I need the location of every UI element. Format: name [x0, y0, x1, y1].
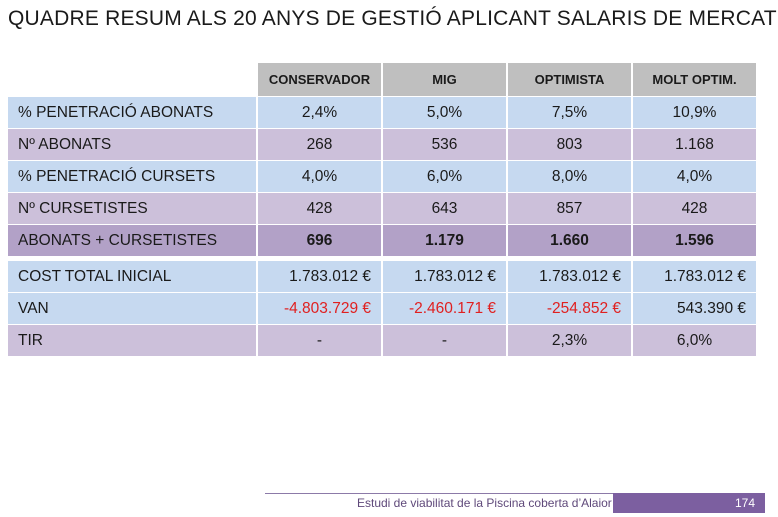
table-row: TIR - - 2,3% 6,0%: [8, 325, 756, 356]
spacer-row: [8, 257, 756, 260]
row-label: % PENETRACIÓ CURSETS: [8, 161, 256, 192]
row-label: % PENETRACIÓ ABONATS: [8, 97, 256, 128]
cell: 2,3%: [508, 325, 631, 356]
cell: 428: [258, 193, 381, 224]
column-header: CONSERVADOR: [258, 63, 381, 96]
table-row: Nº CURSETISTES 428 643 857 428: [8, 193, 756, 224]
cell: 803: [508, 129, 631, 160]
cell: 1.660: [508, 225, 631, 256]
table-row: % PENETRACIÓ ABONATS 2,4% 5,0% 7,5% 10,9…: [8, 97, 756, 128]
row-label: VAN: [8, 293, 256, 324]
cell: 1.179: [383, 225, 506, 256]
cell: 8,0%: [508, 161, 631, 192]
cell: 643: [383, 193, 506, 224]
table-row-total: ABONATS + CURSETISTES 696 1.179 1.660 1.…: [8, 225, 756, 256]
cell-negative: -254.852 €: [508, 293, 631, 324]
cell: 2,4%: [258, 97, 381, 128]
table-row: VAN -4.803.729 € -2.460.171 € -254.852 €…: [8, 293, 756, 324]
page-title: QUADRE RESUM ALS 20 ANYS DE GESTIÓ APLIC…: [8, 7, 777, 30]
cell: 428: [633, 193, 756, 224]
cell: 1.783.012 €: [508, 261, 631, 292]
column-header: MOLT OPTIM.: [633, 63, 756, 96]
footer-divider: [265, 493, 613, 494]
cell: 5,0%: [383, 97, 506, 128]
row-label: Nº ABONATS: [8, 129, 256, 160]
row-label: ABONATS + CURSETISTES: [8, 225, 256, 256]
row-label: Nº CURSETISTES: [8, 193, 256, 224]
cell: 4,0%: [633, 161, 756, 192]
cell: 1.783.012 €: [258, 261, 381, 292]
cell: -: [383, 325, 506, 356]
summary-table: CONSERVADOR MIG OPTIMISTA MOLT OPTIM. % …: [6, 62, 758, 357]
cell: 1.783.012 €: [383, 261, 506, 292]
cell: 543.390 €: [633, 293, 756, 324]
row-label: COST TOTAL INICIAL: [8, 261, 256, 292]
table-row: COST TOTAL INICIAL 1.783.012 € 1.783.012…: [8, 261, 756, 292]
cell: 696: [258, 225, 381, 256]
empty-header-cell: [8, 63, 256, 96]
header-row: CONSERVADOR MIG OPTIMISTA MOLT OPTIM.: [8, 63, 756, 96]
cell: 1.168: [633, 129, 756, 160]
cell-negative: -2.460.171 €: [383, 293, 506, 324]
cell: 1.596: [633, 225, 756, 256]
table-row: Nº ABONATS 268 536 803 1.168: [8, 129, 756, 160]
footer-text: Estudi de viabilitat de la Piscina cober…: [357, 496, 612, 510]
page-number: 174: [613, 493, 765, 513]
cell: 857: [508, 193, 631, 224]
cell: 6,0%: [633, 325, 756, 356]
cell: 7,5%: [508, 97, 631, 128]
cell: 536: [383, 129, 506, 160]
row-label: TIR: [8, 325, 256, 356]
column-header: OPTIMISTA: [508, 63, 631, 96]
cell-negative: -4.803.729 €: [258, 293, 381, 324]
cell: 6,0%: [383, 161, 506, 192]
cell: 10,9%: [633, 97, 756, 128]
column-header: MIG: [383, 63, 506, 96]
table-row: % PENETRACIÓ CURSETS 4,0% 6,0% 8,0% 4,0%: [8, 161, 756, 192]
cell: 268: [258, 129, 381, 160]
cell: 4,0%: [258, 161, 381, 192]
cell: -: [258, 325, 381, 356]
cell: 1.783.012 €: [633, 261, 756, 292]
